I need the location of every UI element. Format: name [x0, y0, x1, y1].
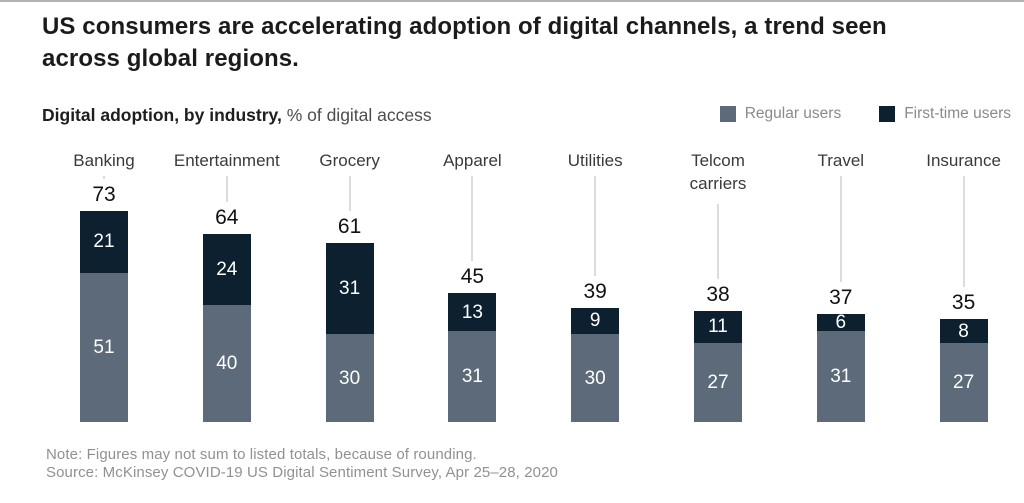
- segment-value-label: 11: [708, 316, 728, 338]
- chart-subtitle: Digital adoption, by industry, % of digi…: [42, 105, 432, 126]
- label-connector-line: [839, 176, 842, 282]
- chart-title: US consumers are accelerating adoption o…: [42, 13, 887, 72]
- bar-segment-regular: 27: [939, 342, 988, 422]
- category-label: Banking: [73, 151, 135, 170]
- category-label: Apparel: [443, 151, 502, 170]
- legend: Regular users First-time users: [719, 105, 1011, 123]
- subtitle-bold: Digital adoption, by industry,: [42, 105, 282, 125]
- bar-total-label: 61: [337, 215, 362, 239]
- label-connector-line: [594, 176, 597, 276]
- bar-total-label: 73: [92, 183, 116, 207]
- bar-segment-regular: 51: [80, 272, 128, 422]
- legend-swatch-first-time-icon: [879, 106, 896, 122]
- category-label: Travel: [817, 151, 865, 170]
- bar-segment-regular: 27: [694, 342, 742, 422]
- bar-total-label: 45: [460, 265, 485, 289]
- segment-value-label: 27: [707, 371, 729, 393]
- category-label: Utilities: [567, 151, 623, 170]
- category-label: Insurance: [926, 151, 1001, 170]
- bar-total-label: 64: [215, 206, 239, 230]
- label-connector-line: [962, 176, 965, 288]
- legend-item-regular: Regular users: [719, 105, 842, 123]
- label-connector-line: [348, 176, 351, 212]
- segment-value-label: 6: [835, 311, 847, 333]
- category-label: Telcom carriers: [689, 151, 747, 193]
- bar-segment-first-time: 21: [80, 211, 128, 273]
- label-connector-line: [717, 204, 719, 279]
- footnote: Note: Figures may not sum to listed tota…: [46, 446, 477, 463]
- label-connector-line: [225, 176, 228, 203]
- legend-label-regular: Regular users: [744, 105, 842, 122]
- segment-value-label: 8: [958, 320, 969, 342]
- segment-value-label: 30: [339, 367, 361, 389]
- bar-segment-regular: 30: [571, 334, 620, 422]
- legend-swatch-regular-icon: [719, 106, 736, 122]
- bar-total-label: 35: [951, 291, 976, 315]
- bar-segment-regular: 31: [816, 331, 865, 422]
- bar-segment-first-time: 6: [816, 311, 865, 333]
- segment-value-label: 51: [93, 336, 115, 358]
- segment-value-label: 24: [216, 259, 238, 281]
- bar-segment-regular: 30: [325, 334, 374, 422]
- segment-value-label: 30: [584, 367, 606, 389]
- bar-total-label: 39: [583, 279, 607, 303]
- source-line: Source: McKinsey COVID-19 US Digital Sen…: [46, 464, 558, 481]
- label-connector-line: [103, 176, 105, 180]
- bar-segment-first-time: 13: [448, 293, 497, 332]
- segment-value-label: 21: [93, 231, 115, 253]
- segment-value-label: 31: [461, 366, 483, 388]
- segment-value-label: 13: [461, 301, 483, 323]
- segment-value-label: 9: [589, 310, 601, 332]
- bar-segment-first-time: 31: [325, 243, 374, 335]
- bar-segment-first-time: 8: [939, 319, 988, 343]
- segment-value-label: 27: [953, 371, 975, 393]
- category-label: Grocery: [319, 151, 380, 170]
- label-connector-line: [471, 176, 474, 262]
- legend-label-first-time: First-time users: [904, 105, 1011, 122]
- legend-item-first-time: First-time users: [879, 105, 1011, 123]
- bar-segment-first-time: 9: [571, 307, 620, 335]
- bar-segment-regular: 40: [202, 304, 251, 422]
- segment-value-label: 31: [830, 366, 852, 388]
- bar-segment-first-time: 24: [202, 234, 251, 305]
- segment-value-label: 40: [216, 352, 238, 374]
- bar-segment-first-time: 11: [694, 310, 742, 343]
- bar-total-label: 37: [829, 285, 853, 309]
- segment-value-label: 31: [339, 278, 361, 300]
- subtitle-units: % of digital access: [281, 105, 432, 125]
- category-label: Entertainment: [173, 151, 280, 170]
- bar-segment-regular: 31: [448, 331, 497, 422]
- bar-total-label: 38: [706, 282, 730, 306]
